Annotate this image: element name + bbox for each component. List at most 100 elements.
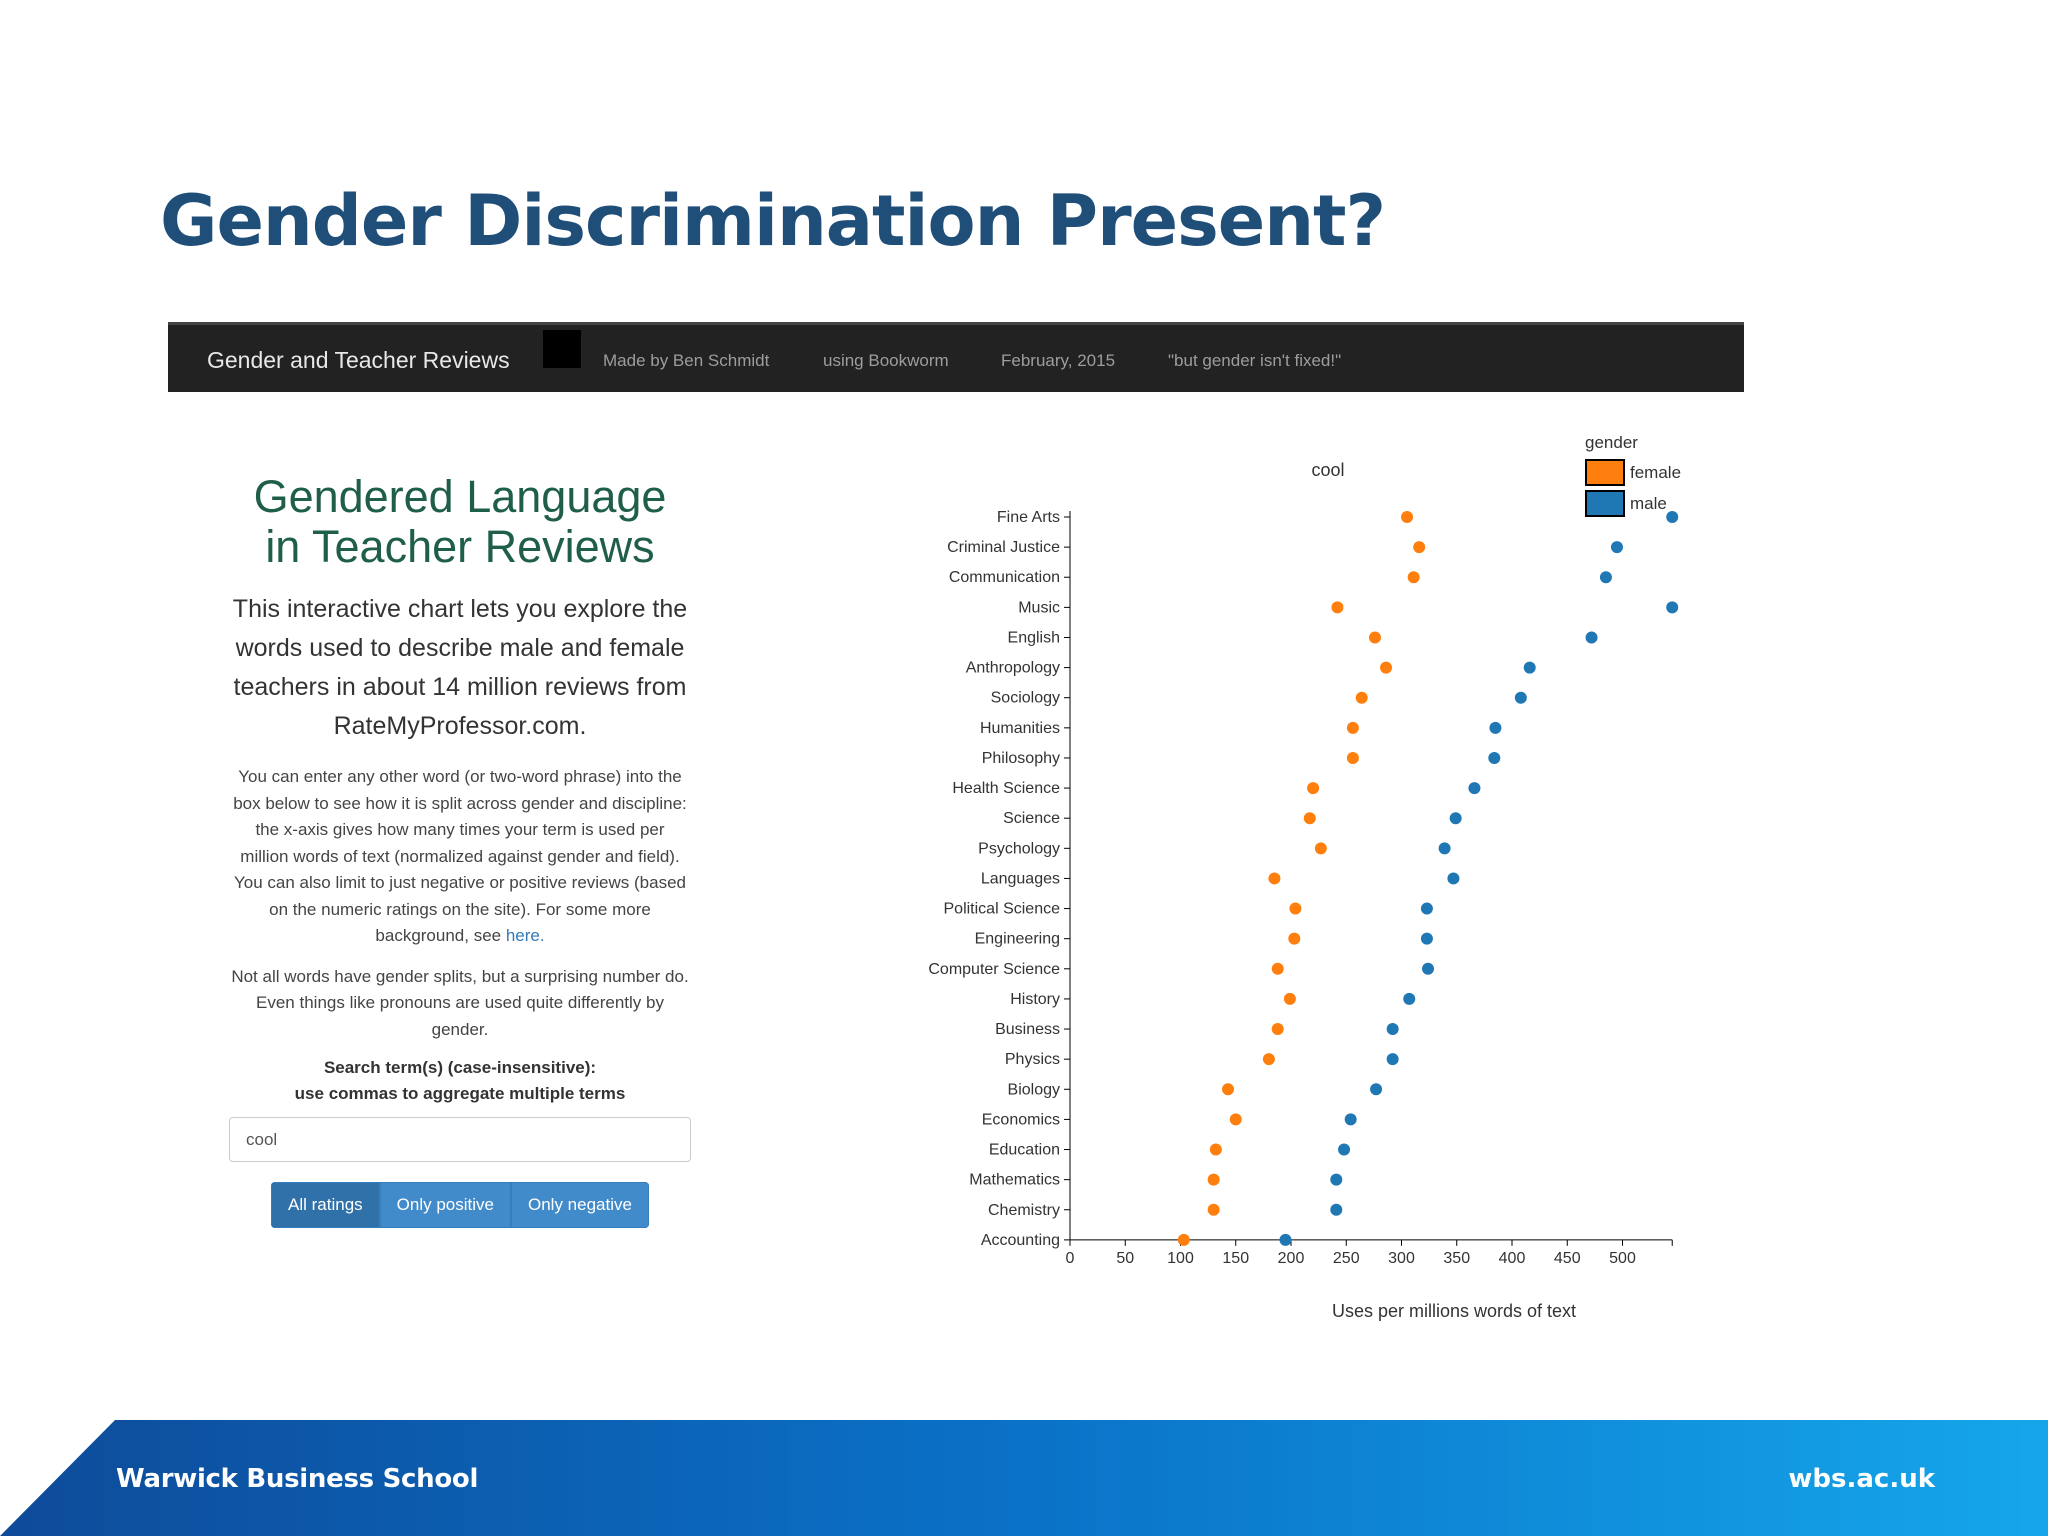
point-female[interactable]: [1355, 691, 1368, 704]
point-male[interactable]: [1468, 782, 1481, 795]
background-link[interactable]: here.: [505, 926, 545, 945]
app-title: Gendered Language in Teacher Reviews: [230, 472, 690, 572]
point-female[interactable]: [1346, 751, 1359, 764]
x-tick-label: 450: [1554, 1250, 1581, 1267]
point-female[interactable]: [1368, 631, 1381, 644]
point-male[interactable]: [1386, 1023, 1399, 1036]
y-tick-label: Fine Arts: [997, 509, 1060, 526]
legend-female-label: female: [1630, 463, 1681, 482]
point-female[interactable]: [1346, 721, 1359, 734]
y-tick-label: Sociology: [991, 690, 1060, 707]
point-female[interactable]: [1307, 782, 1320, 795]
point-female[interactable]: [1401, 511, 1414, 523]
point-male[interactable]: [1666, 601, 1679, 614]
point-female[interactable]: [1271, 1023, 1284, 1036]
point-male[interactable]: [1489, 721, 1502, 734]
point-male[interactable]: [1422, 962, 1435, 975]
point-female[interactable]: [1271, 962, 1284, 975]
x-tick-label: 50: [1116, 1250, 1134, 1267]
navbar-square: [543, 330, 581, 368]
point-male[interactable]: [1585, 631, 1598, 644]
point-male[interactable]: [1666, 511, 1679, 523]
point-male[interactable]: [1447, 872, 1460, 885]
point-female[interactable]: [1207, 1203, 1220, 1216]
y-tick-label: Computer Science: [928, 961, 1060, 978]
y-tick-label: Psychology: [978, 840, 1060, 857]
search-label-line1: Search term(s) (case-insensitive):: [323, 1058, 597, 1077]
app-title-line1: Gendered Language: [253, 471, 667, 522]
nav-link-author[interactable]: Made by Ben Schmidt: [603, 351, 770, 370]
point-male[interactable]: [1370, 1083, 1383, 1096]
navbar: Gender and Teacher Reviews Made by Ben S…: [168, 322, 1744, 392]
point-female[interactable]: [1177, 1233, 1190, 1246]
point-female[interactable]: [1303, 812, 1316, 825]
point-male[interactable]: [1523, 661, 1536, 674]
x-tick-label: 100: [1167, 1250, 1194, 1267]
point-male[interactable]: [1344, 1113, 1357, 1126]
point-female[interactable]: [1331, 601, 1344, 614]
point-female[interactable]: [1209, 1143, 1222, 1156]
y-tick-label: Criminal Justice: [947, 539, 1060, 556]
nav-link-date[interactable]: February, 2015: [1001, 351, 1116, 370]
point-male[interactable]: [1420, 902, 1433, 915]
intro-text: This interactive chart lets you explore …: [232, 595, 688, 740]
point-male[interactable]: [1330, 1203, 1343, 1216]
point-female[interactable]: [1289, 902, 1302, 915]
y-tick-label: Anthropology: [966, 660, 1060, 677]
only-negative-button[interactable]: Only negative: [511, 1182, 649, 1228]
point-female[interactable]: [1268, 872, 1281, 885]
only-positive-button[interactable]: Only positive: [379, 1182, 511, 1228]
legend-male-swatch[interactable]: [1585, 490, 1625, 517]
point-male[interactable]: [1403, 992, 1416, 1005]
footer-bar: [0, 1420, 2048, 1536]
instructions-text: You can enter any other word (or two-wor…: [230, 764, 690, 950]
x-tick-label: 200: [1278, 1250, 1305, 1267]
point-male[interactable]: [1438, 842, 1451, 855]
point-male[interactable]: [1279, 1233, 1292, 1246]
point-female[interactable]: [1413, 541, 1426, 554]
point-female[interactable]: [1229, 1113, 1242, 1126]
point-male[interactable]: [1488, 751, 1501, 764]
point-male[interactable]: [1386, 1053, 1399, 1066]
legend-female-swatch[interactable]: [1585, 459, 1625, 486]
footer-website[interactable]: wbs.ac.uk: [1788, 1464, 1935, 1494]
search-input[interactable]: [229, 1117, 691, 1162]
x-tick-label: 400: [1499, 1250, 1526, 1267]
y-tick-label: Accounting: [981, 1232, 1060, 1249]
x-axis-label: Uses per millions words of text: [1332, 1301, 1576, 1321]
point-female[interactable]: [1407, 571, 1420, 584]
point-female[interactable]: [1288, 932, 1301, 945]
point-female[interactable]: [1262, 1053, 1275, 1066]
y-tick-label: Health Science: [952, 780, 1060, 797]
y-tick-label: History: [1010, 991, 1060, 1008]
y-tick-label: Science: [1003, 810, 1060, 827]
x-tick-label: 350: [1443, 1250, 1470, 1267]
y-tick-label: Communication: [949, 569, 1060, 586]
point-male[interactable]: [1330, 1173, 1343, 1186]
point-male[interactable]: [1420, 932, 1433, 945]
all-ratings-button[interactable]: All ratings: [271, 1182, 380, 1228]
point-female[interactable]: [1222, 1083, 1235, 1096]
navbar-brand[interactable]: Gender and Teacher Reviews: [207, 347, 510, 373]
y-tick-label: Engineering: [975, 931, 1060, 948]
y-tick-label: English: [1008, 629, 1060, 646]
point-male[interactable]: [1599, 571, 1612, 584]
nav-link-gender[interactable]: "but gender isn't fixed!": [1168, 351, 1342, 370]
sidebar: Gendered Language in Teacher Reviews Thi…: [229, 472, 691, 1228]
point-female[interactable]: [1283, 992, 1296, 1005]
point-male[interactable]: [1514, 691, 1527, 704]
point-male[interactable]: [1610, 541, 1623, 554]
point-female[interactable]: [1207, 1173, 1220, 1186]
point-male[interactable]: [1338, 1143, 1351, 1156]
x-tick-label: 250: [1333, 1250, 1360, 1267]
point-female[interactable]: [1380, 661, 1393, 674]
y-tick-label: Business: [995, 1021, 1060, 1038]
dot-chart: cool Uses per millions words of text gen…: [928, 433, 1681, 1321]
rating-filter-group: All ratings Only positive Only negative: [271, 1182, 649, 1228]
point-female[interactable]: [1314, 842, 1327, 855]
point-male[interactable]: [1449, 812, 1462, 825]
nav-link-bookworm[interactable]: using Bookworm: [823, 351, 949, 370]
x-tick-label: 0: [1066, 1250, 1075, 1267]
embedded-screenshot: Gender and Teacher Reviews Made by Ben S…: [168, 322, 1744, 1400]
y-tick-label: Humanities: [980, 720, 1060, 737]
